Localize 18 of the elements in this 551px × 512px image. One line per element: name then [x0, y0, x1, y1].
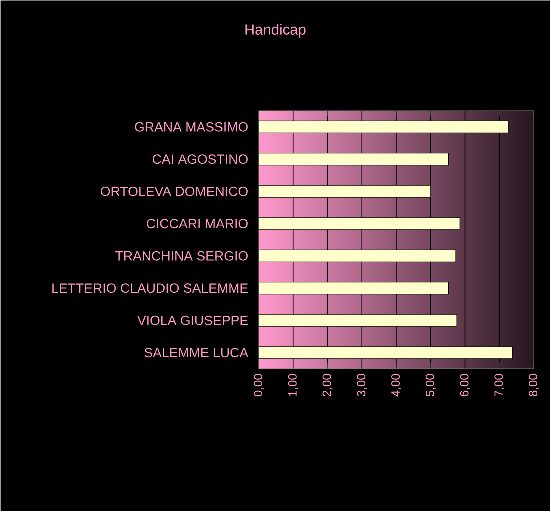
x-tick-label: 6,00 — [460, 374, 470, 396]
x-tick-label: 3,00 — [357, 374, 368, 397]
y-tick-label: TRANCHINA SERGIO — [116, 251, 248, 261]
y-tick-label: GRANA MASSIMO — [135, 122, 248, 132]
y-tick-label: ORTOLEVA DOMENICO — [101, 186, 248, 196]
y-tick-label: SALEMME LUCA — [144, 348, 249, 358]
x-tick-label: 0,00 — [254, 374, 264, 397]
y-tick-label: CICCARI MARIO — [147, 219, 248, 229]
x-tick-label: 7,00 — [494, 374, 505, 396]
chart-title: Handicap — [246, 24, 306, 38]
y-tick-label: LETTERIO CLAUDIO SALEMME — [52, 284, 248, 294]
x-tick-label: 8,00 — [529, 374, 539, 397]
x-tick-label: 1,00 — [288, 374, 298, 396]
y-tick-label: CAI AGOSTINO — [152, 154, 248, 164]
x-tick-label: 2,00 — [322, 374, 333, 396]
x-tick-label: 5,00 — [426, 374, 436, 397]
y-tick-label: VIOLA GIUSEPPE — [138, 316, 248, 326]
x-tick-label: 4,00 — [392, 374, 402, 397]
